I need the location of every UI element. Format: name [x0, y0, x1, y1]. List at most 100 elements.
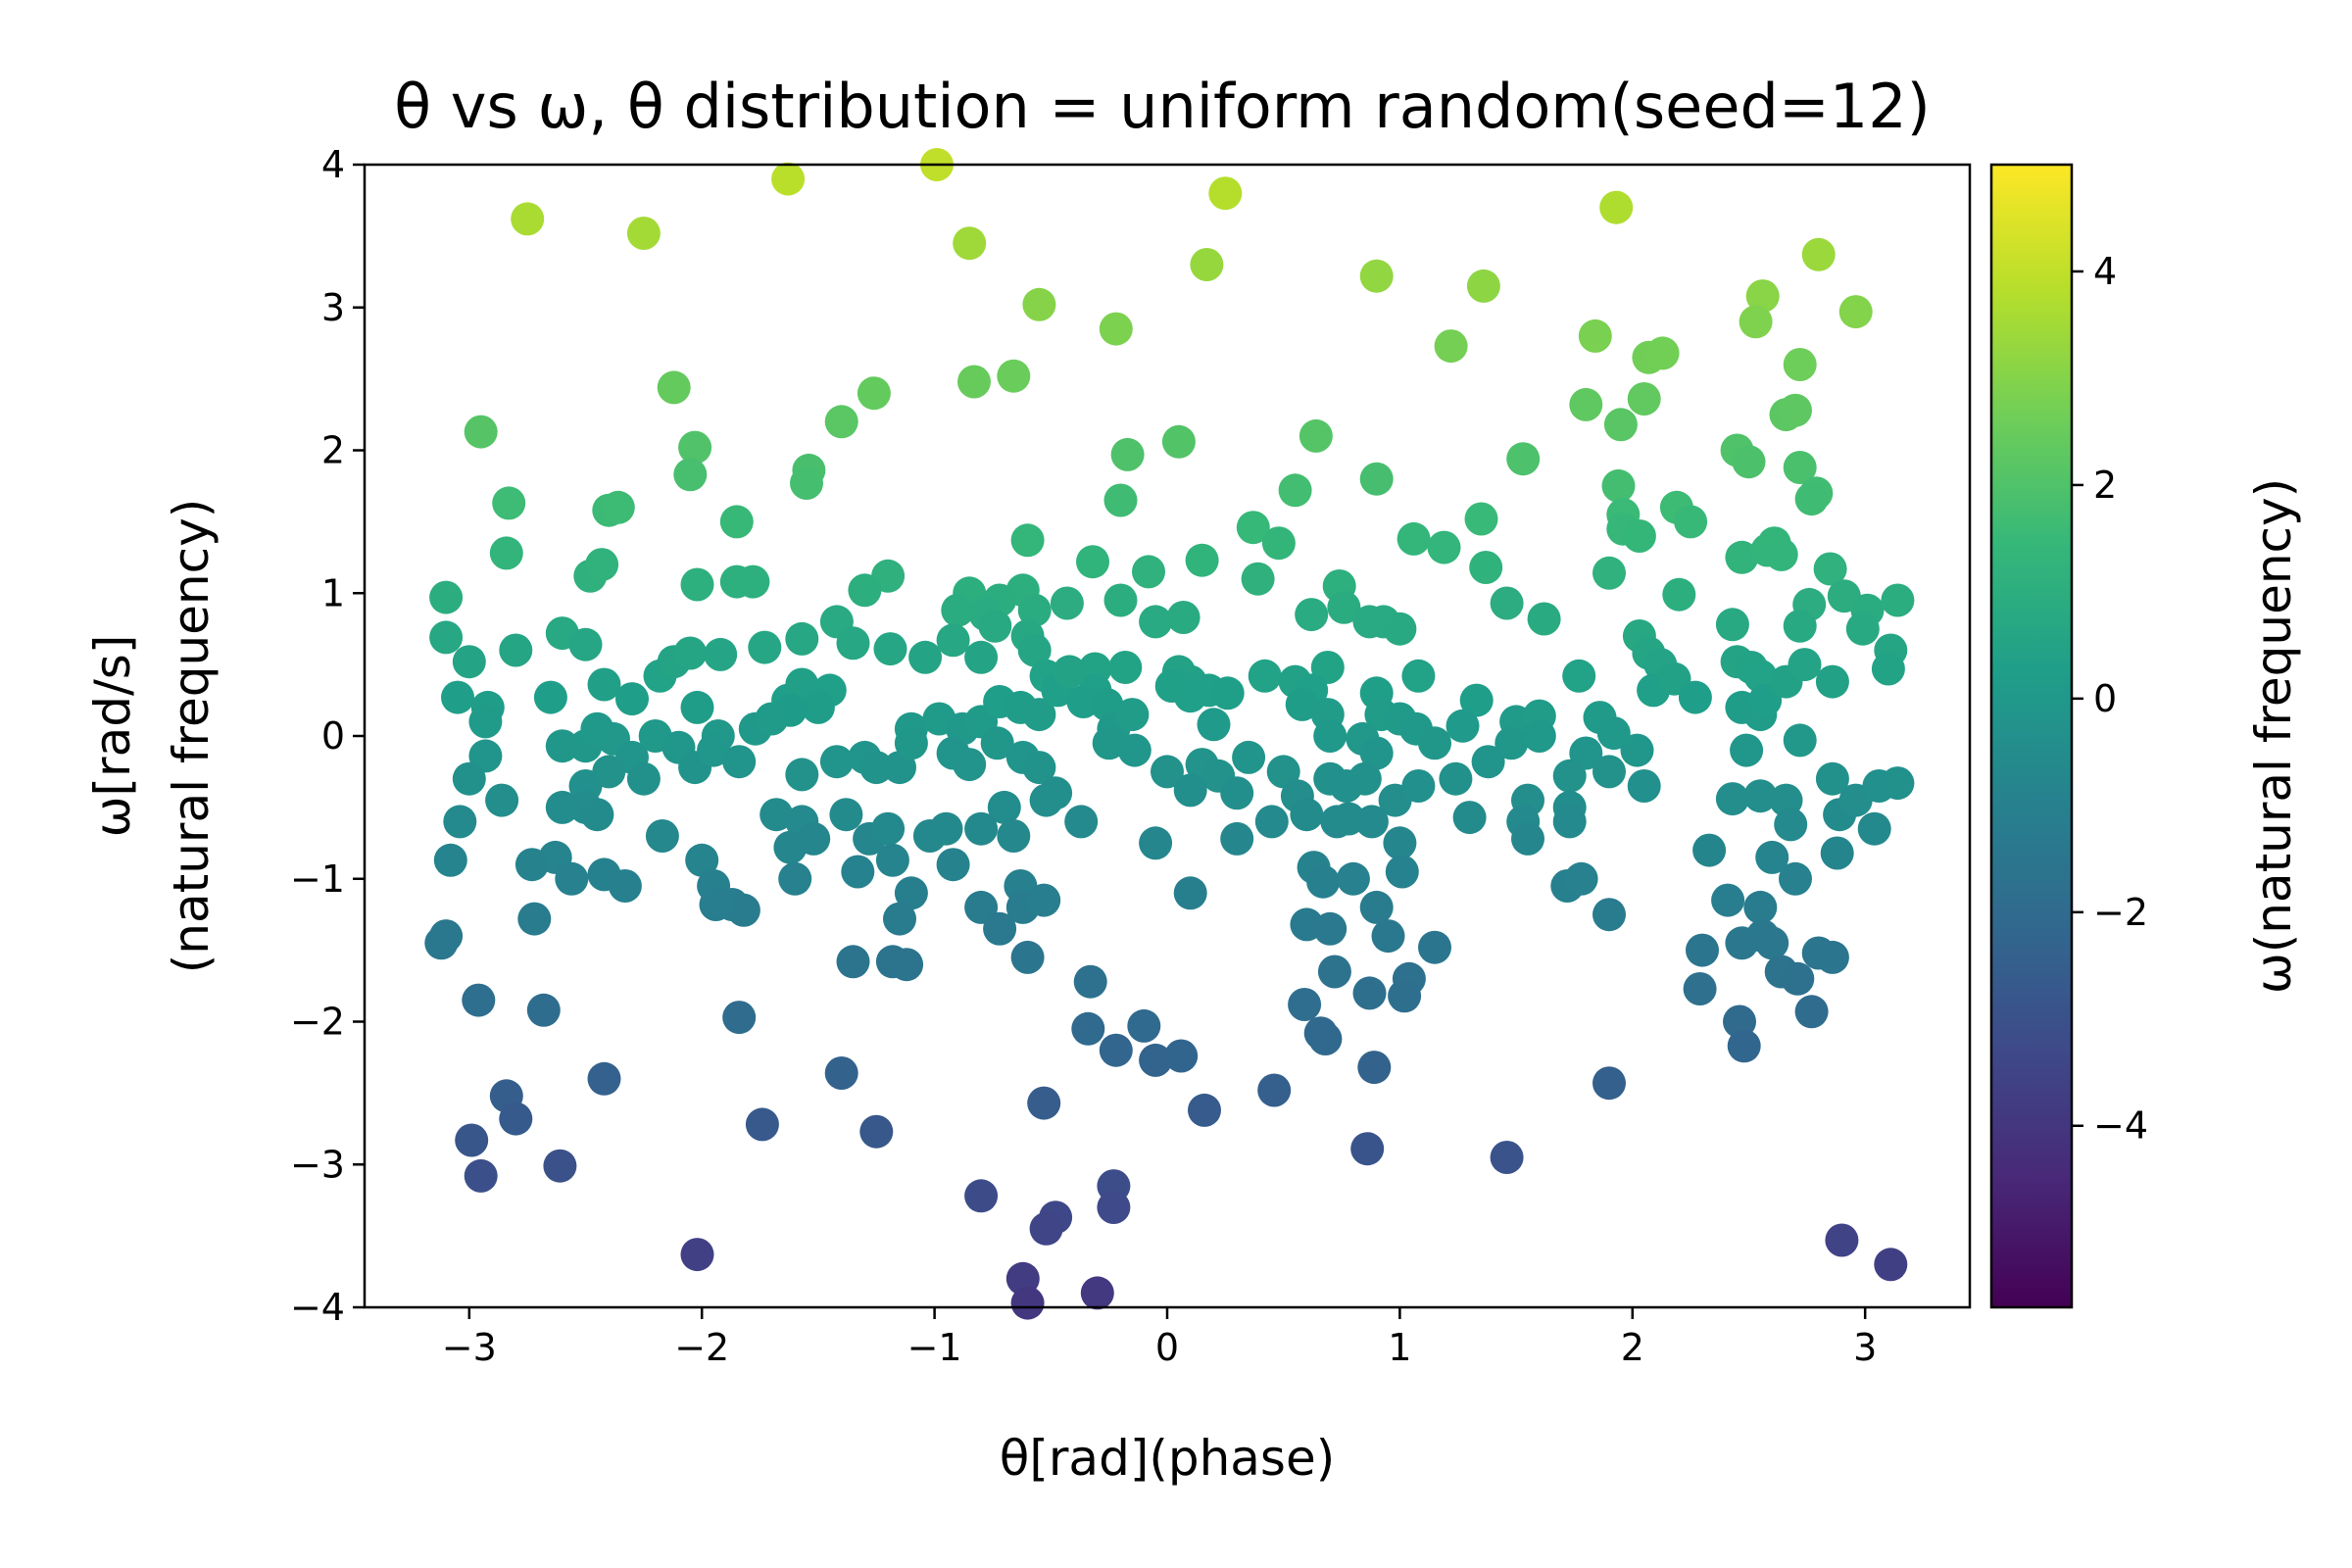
scatter-point: [1210, 676, 1245, 710]
scatter-point: [580, 798, 614, 832]
scatter-point: [1552, 805, 1587, 839]
scatter-point: [978, 609, 1012, 643]
scatter-point: [1285, 687, 1319, 721]
colorbar-tick-label: 2: [2093, 464, 2117, 507]
scatter-point: [1103, 483, 1138, 517]
scatter-point: [941, 593, 975, 627]
scatter-point: [1257, 1073, 1292, 1107]
scatter-point: [829, 798, 863, 832]
scatter-point: [673, 458, 708, 492]
y-tick-label: 2: [321, 429, 345, 472]
scatter-point: [545, 790, 579, 824]
scatter-point: [736, 564, 770, 599]
scatter-point: [883, 902, 916, 936]
scatter-point: [1562, 659, 1596, 693]
scatter-point: [1418, 930, 1451, 964]
scatter-point: [1188, 1093, 1221, 1127]
scatter-point: [1794, 995, 1829, 1029]
scatter-point: [1027, 1086, 1061, 1120]
scatter-point: [1755, 840, 1789, 874]
scatter-point: [1825, 1223, 1859, 1257]
scatter-point: [722, 1001, 757, 1035]
scatter-point: [824, 405, 858, 439]
scatter-point: [1683, 972, 1717, 1005]
y-axis-label-line-1: ω[rad/s]: [84, 635, 141, 838]
scatter-point: [545, 729, 579, 763]
scatter-point: [1385, 855, 1419, 889]
scatter-point: [468, 705, 503, 739]
scatter-point: [673, 636, 708, 670]
scatter-point: [1327, 590, 1361, 624]
scatter-point: [1266, 755, 1300, 789]
scatter-point: [1154, 669, 1189, 703]
x-tick-label: 1: [1388, 1326, 1411, 1369]
y-tick-label: −1: [290, 858, 345, 901]
scatter-point: [1388, 979, 1422, 1013]
scatter-point: [1064, 805, 1099, 839]
colorbar-tick-label: 4: [2093, 250, 2117, 293]
scatter-point: [1115, 698, 1150, 732]
scatter-point: [1092, 726, 1126, 760]
scatter-points: [424, 148, 1915, 1320]
scatter-point: [533, 680, 567, 714]
scatter-point: [1350, 1132, 1385, 1166]
scatter-point: [433, 843, 467, 877]
scatter-point: [1871, 652, 1905, 686]
scatter-point: [429, 620, 464, 655]
scatter-point: [1838, 295, 1873, 329]
scatter-point: [1788, 648, 1822, 682]
scatter-point: [929, 811, 963, 846]
x-tick-label: −3: [442, 1326, 497, 1369]
scatter-point: [1711, 883, 1745, 917]
scatter-point: [464, 1158, 498, 1193]
scatter-point: [489, 536, 523, 570]
colorbar-ticks: −4 −2 0 2 4: [2072, 250, 2148, 1148]
y-axis-label-line-2: (natural frequency): [163, 499, 220, 973]
scatter-point: [1599, 190, 1634, 224]
scatter-point: [836, 626, 870, 661]
scatter-point: [748, 630, 782, 664]
scatter-point: [1730, 733, 1764, 767]
scatter-point: [680, 1238, 714, 1272]
scatter-point: [1857, 811, 1891, 846]
scatter-point: [1743, 890, 1778, 924]
scatter-point: [441, 680, 474, 714]
y-tick-label: −3: [290, 1143, 345, 1186]
scatter-point: [875, 945, 909, 979]
scatter-point: [771, 162, 806, 196]
scatter-point: [1662, 577, 1696, 612]
colorbar: [1989, 163, 2074, 1309]
scatter-point: [1601, 468, 1636, 503]
scatter-point: [1494, 726, 1529, 760]
scatter-point: [1783, 723, 1817, 758]
scatter-point: [697, 733, 731, 767]
scatter-point: [1241, 562, 1275, 596]
scatter-point: [585, 548, 619, 582]
scatter-point: [680, 690, 714, 724]
scatter-point: [1022, 751, 1056, 785]
scatter-point: [1010, 1286, 1045, 1320]
scatter-point: [957, 365, 991, 399]
scatter-point: [1290, 798, 1324, 832]
scatter-point: [555, 861, 589, 896]
scatter-point: [499, 633, 533, 667]
scatter-point: [964, 640, 999, 674]
scatter-point: [1692, 833, 1727, 867]
scatter-point: [1278, 473, 1312, 508]
scatter-point: [1881, 766, 1915, 801]
scatter-point: [601, 490, 635, 524]
scatter-point: [517, 902, 552, 936]
scatter-point: [1232, 740, 1266, 774]
scatter-point: [626, 217, 661, 250]
scatter-point: [1352, 976, 1387, 1010]
scatter-point: [1779, 861, 1812, 896]
scatter-point: [1139, 605, 1173, 639]
scatter-point: [875, 843, 909, 877]
scatter-point: [699, 888, 733, 921]
scatter-point: [1592, 755, 1626, 789]
chart-title: θ vs ω, θ distribution = uniform random(…: [394, 71, 1931, 142]
scatter-point: [1755, 926, 1789, 960]
scatter-point: [1645, 336, 1680, 370]
scatter-point: [526, 993, 561, 1027]
scatter-point: [1348, 761, 1382, 796]
